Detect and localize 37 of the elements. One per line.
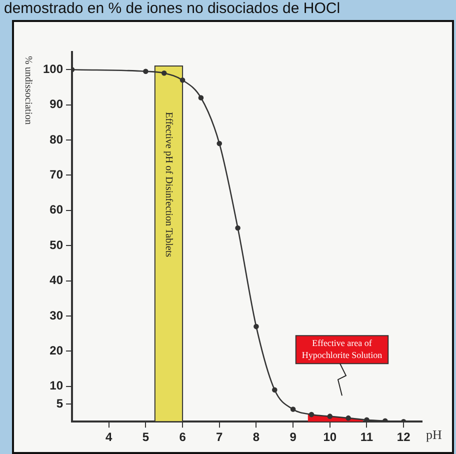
point xyxy=(143,68,148,74)
x-tick-label: 12 xyxy=(396,430,411,444)
point xyxy=(327,414,333,419)
y-tick-label: 30 xyxy=(50,308,64,322)
x-tick-label: 5 xyxy=(142,430,150,444)
y-tick-label: 5 xyxy=(56,396,64,410)
y-tick-label: 40 xyxy=(50,273,64,288)
point xyxy=(272,387,278,393)
point xyxy=(180,78,186,83)
point xyxy=(198,95,204,100)
x-tick-label: 4 xyxy=(106,430,113,444)
point xyxy=(235,225,240,231)
x-tick-label: 10 xyxy=(323,430,337,444)
y-tick-label: 90 xyxy=(50,97,64,112)
x-tick-label: 8 xyxy=(252,430,260,444)
x-tick-label: 7 xyxy=(216,430,224,444)
y-tick-label: 70 xyxy=(50,168,64,182)
annotation: Effective area of Hypochlorite Solution xyxy=(302,338,383,360)
point xyxy=(216,140,222,146)
y-tick-label: 80 xyxy=(50,132,64,146)
y-tick-label: 10 xyxy=(50,378,64,393)
x-tick-label: 9 xyxy=(290,430,297,444)
band-label: Effective pH of Disinfection Tablets xyxy=(163,112,174,258)
y-axis-title: % undissociation xyxy=(22,56,34,125)
chart-title: demostrado en % de iones no disociados de HOCl xyxy=(3,0,342,18)
point xyxy=(346,415,351,421)
x-tick-label: 11 xyxy=(360,430,374,444)
point xyxy=(254,324,259,330)
y-tick-label: 50 xyxy=(50,238,64,252)
x-tick-label: 6 xyxy=(179,430,186,444)
point xyxy=(290,406,296,412)
y-tick-label: 100 xyxy=(42,62,64,76)
point xyxy=(161,70,167,76)
point xyxy=(308,412,314,418)
y-tick-label: 20 xyxy=(50,344,64,358)
x-axis-title: pH xyxy=(426,427,442,442)
y-tick-label: 60 xyxy=(50,202,64,217)
